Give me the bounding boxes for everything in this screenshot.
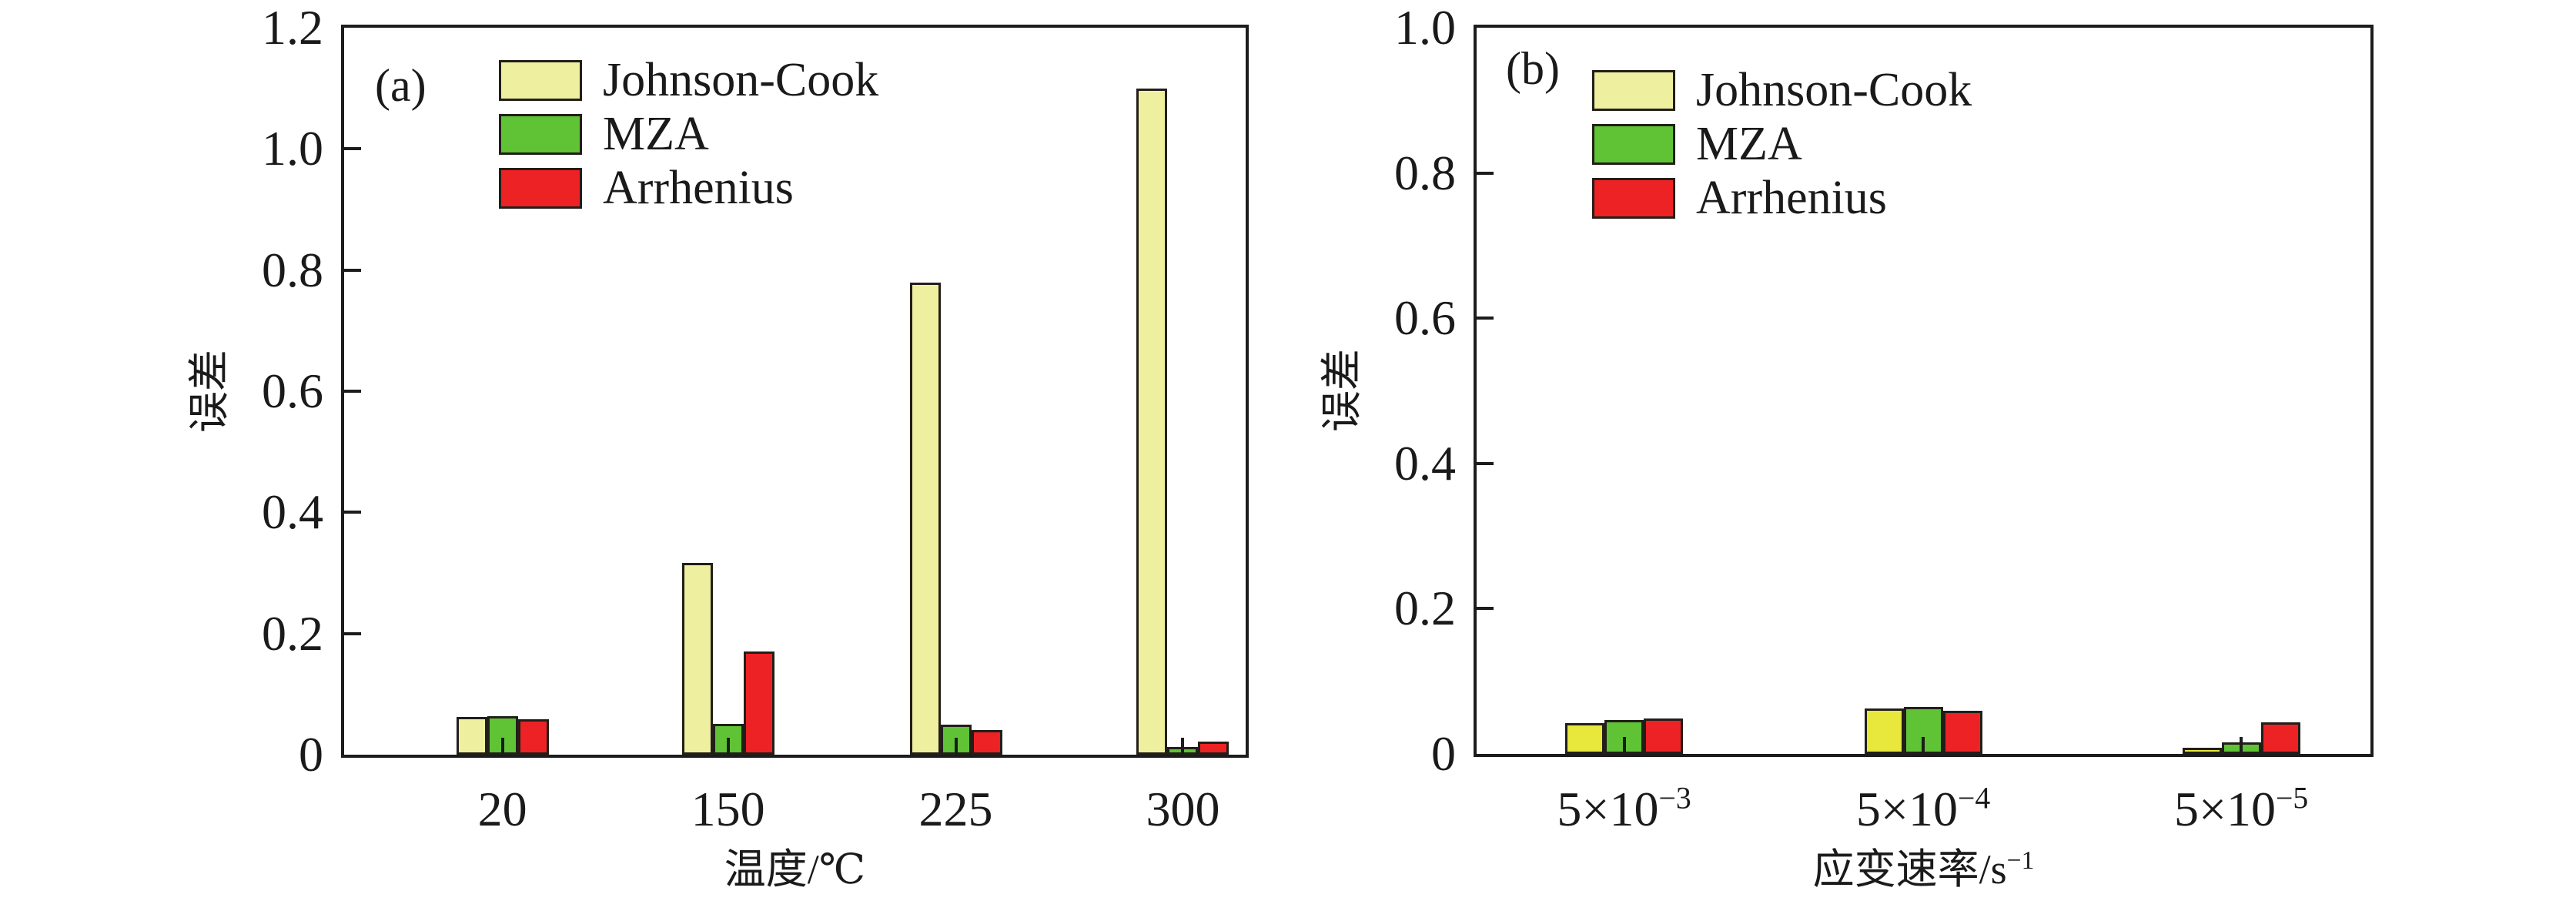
y-axis-tick: [344, 390, 361, 393]
label-base: 225: [918, 782, 993, 836]
legend-label-arrhenius: Arrhenius: [1696, 172, 1887, 224]
bar-johnson-cook-510: [1565, 723, 1605, 754]
legend-label-johnson-cook: Johnson-Cook: [1696, 64, 1972, 116]
label-base: 温度/℃: [724, 846, 866, 893]
panel-label-b: (b): [1506, 43, 1560, 94]
bar-arrhenius-510: [2260, 722, 2300, 754]
label-superscript: −3: [1658, 781, 1691, 816]
x-axis-tick: [500, 738, 504, 755]
y-tick-label: 1.0: [1394, 0, 1456, 55]
legend-label-mza: MZA: [1696, 118, 1802, 170]
y-axis-title-b: 误差: [1319, 349, 1365, 432]
label-base: 20: [477, 782, 527, 836]
x-axis-title-b: 应变速率/s−1: [1616, 847, 2232, 892]
bar-arrhenius-150: [743, 651, 774, 755]
y-tick-label: 0.4: [1394, 435, 1456, 491]
y-tick-label: 0.4: [262, 484, 323, 540]
category-label-b-0: 5×10−3: [1486, 781, 1763, 836]
y-tick-label: 0.6: [1394, 290, 1456, 346]
label-superscript: −1: [2006, 846, 2035, 875]
legend-swatch-mza: [1592, 123, 1675, 165]
y-axis-tick: [344, 511, 361, 514]
y-axis-tick: [344, 631, 361, 635]
x-axis-tick: [726, 738, 730, 755]
y-tick-label: 1.0: [262, 121, 323, 176]
legend-swatch-arrhenius: [499, 167, 582, 209]
legend-swatch-arrhenius: [1592, 177, 1675, 219]
y-axis-tick: [344, 147, 361, 151]
label-base: 5×10: [2173, 782, 2277, 836]
label-base: 应变速率/s: [1812, 846, 2007, 893]
category-label-a-1: 150: [590, 784, 867, 835]
y-tick-label: 0.8: [1394, 145, 1456, 200]
y-tick-label: 0.8: [262, 242, 323, 297]
legend-swatch-mza: [499, 113, 582, 155]
bar-johnson-cook-300: [1136, 88, 1168, 755]
y-axis-tick: [1477, 317, 1494, 320]
bar-arrhenius-510: [1942, 711, 1982, 754]
label-base: 5×10: [1557, 782, 1659, 836]
bar-arrhenius-20: [517, 718, 549, 755]
legend-swatch-johnson-cook: [499, 59, 582, 101]
legend-a: Johnson-Cook MZA Arrhenius: [499, 56, 878, 218]
y-axis-tick: [344, 268, 361, 272]
legend-item-johnson-cook: Johnson-Cook: [1592, 66, 1972, 114]
category-label-b-1: 5×10−4: [1785, 781, 2062, 836]
x-axis-title-a: 温度/℃: [487, 847, 1103, 892]
label-base: 300: [1146, 782, 1220, 836]
label-superscript: −4: [1957, 781, 1991, 816]
y-tick-label: 0.2: [1394, 581, 1456, 636]
plot-area-b: [1474, 25, 2374, 757]
bar-arrhenius-510: [1644, 718, 1684, 754]
category-label-a-2: 225: [818, 784, 1095, 835]
bar-johnson-cook-510: [2182, 748, 2222, 754]
legend-item-johnson-cook: Johnson-Cook: [499, 56, 878, 104]
category-label-b-2: 5×10−5: [2103, 781, 2380, 836]
y-axis-tick: [1477, 171, 1494, 175]
x-axis-tick: [954, 738, 958, 755]
category-label-a-3: 300: [1044, 784, 1321, 835]
y-tick-label: 0: [1431, 726, 1456, 781]
y-axis-tick: [1477, 607, 1494, 611]
x-axis-tick: [1922, 737, 1925, 754]
bar-arrhenius-225: [971, 729, 1002, 755]
category-label-a-0: 20: [364, 784, 641, 835]
y-tick-label: 0.2: [262, 605, 323, 661]
label-base: 150: [691, 782, 765, 836]
y-tick-label: 1.2: [262, 0, 323, 55]
legend-label-arrhenius: Arrhenius: [603, 162, 794, 214]
legend-item-mza: MZA: [499, 110, 878, 158]
legend-b: Johnson-Cook MZA Arrhenius: [1592, 66, 1972, 228]
label-superscript: −5: [2276, 781, 2309, 816]
bar-johnson-cook-20: [456, 717, 487, 755]
label-base: 5×10: [1855, 782, 1958, 836]
y-tick-label: 0: [299, 727, 323, 782]
bar-johnson-cook-150: [681, 563, 713, 755]
bar-johnson-cook-510: [1864, 708, 1904, 754]
legend-item-arrhenius: Arrhenius: [1592, 174, 1972, 222]
legend-label-mza: MZA: [603, 108, 709, 160]
bar-johnson-cook-225: [909, 283, 941, 755]
x-axis-tick: [1181, 738, 1185, 755]
legend-item-mza: MZA: [1592, 120, 1972, 168]
plot-area-a: [341, 25, 1249, 758]
legend-label-johnson-cook: Johnson-Cook: [603, 54, 879, 106]
legend-swatch-johnson-cook: [1592, 69, 1675, 111]
bar-arrhenius-300: [1198, 741, 1229, 755]
x-axis-tick: [2240, 737, 2243, 754]
y-axis-tick: [1477, 461, 1494, 465]
x-axis-tick: [1622, 737, 1626, 754]
legend-item-arrhenius: Arrhenius: [499, 164, 878, 212]
panel-label-a: (a): [375, 60, 427, 111]
y-tick-label: 0.6: [262, 363, 323, 418]
